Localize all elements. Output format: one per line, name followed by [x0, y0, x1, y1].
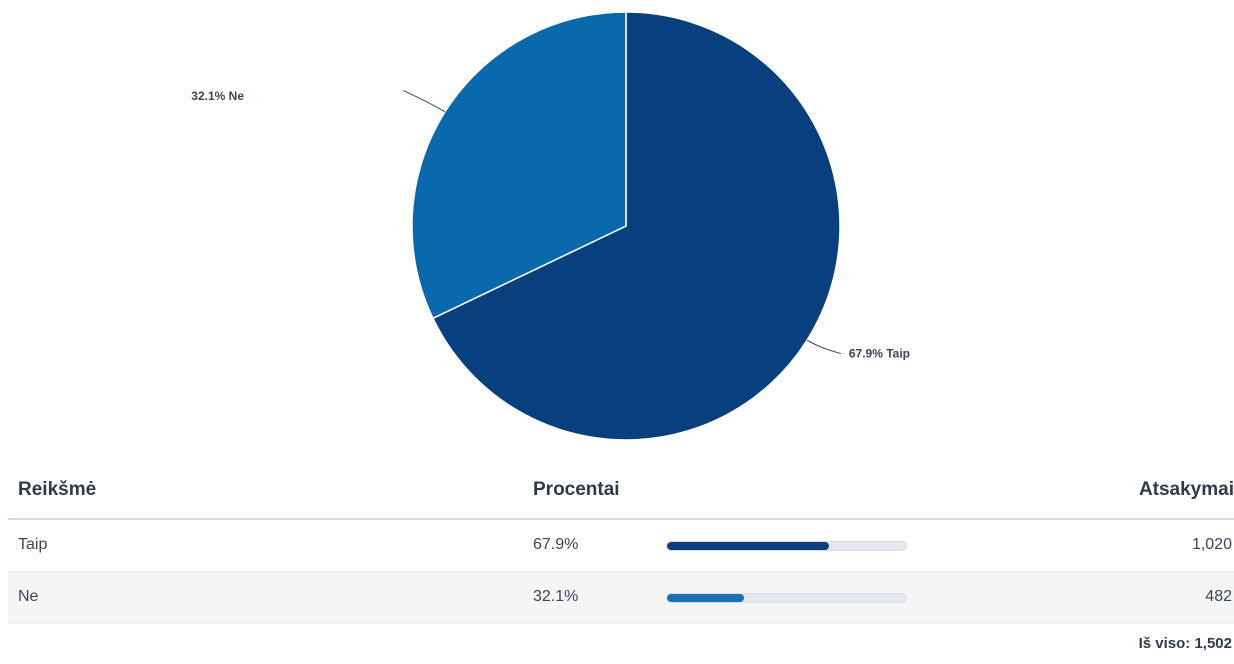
percent-bar	[666, 541, 907, 551]
percent-bar-fill	[667, 542, 830, 550]
slice-label-taip: 67.9% Taip	[849, 347, 910, 361]
row-value: Ne	[18, 588, 39, 605]
table-row: Taip 67.9% 1,020	[8, 520, 1234, 572]
row-percent: 67.9%	[533, 536, 579, 553]
header-percent[interactable]: Procentai	[533, 479, 620, 500]
percent-bar-fill	[667, 594, 744, 602]
slice-label-ne: 32.1% Ne	[191, 89, 244, 103]
table-header: Reikšmė Procentai Atsakymai	[8, 466, 1234, 520]
total-label: Iš viso:	[1138, 635, 1191, 652]
pie-chart-area: 67.9% Taip 32.1% Ne	[191, 11, 910, 441]
total-row: Iš viso: 1,502	[8, 624, 1234, 664]
row-value: Taip	[18, 536, 48, 553]
header-responses[interactable]: Atsakymai	[1138, 479, 1234, 500]
row-percent: 32.1%	[533, 588, 579, 605]
pie-chart: 67.9% Taip 32.1% Ne	[191, 11, 910, 441]
total-value: 1,502	[1194, 635, 1232, 652]
total-count: Iš viso: 1,502	[1139, 635, 1232, 652]
row-count: 1,020	[1191, 536, 1232, 553]
row-count: 482	[1205, 588, 1232, 605]
pie-slice-taip[interactable]	[431, 11, 841, 441]
slice-leader-line	[806, 339, 842, 355]
percent-bar	[666, 593, 907, 603]
slice-leader-line	[402, 89, 446, 113]
table-row: Ne 32.1% 482	[8, 572, 1234, 624]
results-table: Reikšmė Procentai Atsakymai Taip 67.9% 1…	[8, 466, 1234, 664]
header-value[interactable]: Reikšmė	[18, 479, 97, 500]
